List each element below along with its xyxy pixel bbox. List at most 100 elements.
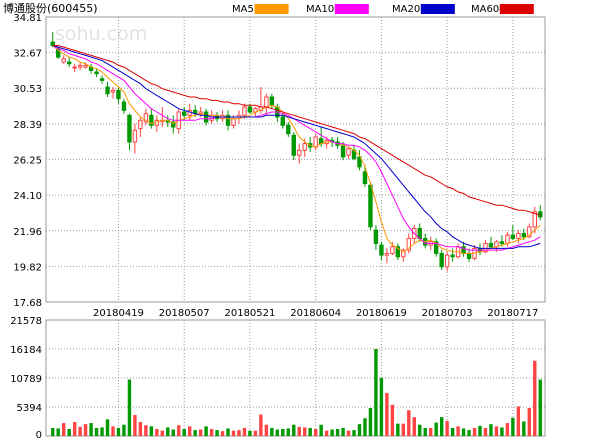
volume-bar <box>248 430 252 436</box>
volume-bar <box>472 427 477 436</box>
volume-bar <box>330 429 334 436</box>
candle-body <box>346 148 351 156</box>
volume-bar <box>527 408 532 436</box>
candle-body <box>127 114 132 143</box>
volume-bar <box>111 426 115 436</box>
candle-body <box>384 252 390 256</box>
date-tick-label: 20180619 <box>356 308 407 319</box>
candle-body <box>521 232 527 238</box>
volume-bar <box>204 426 208 436</box>
price-tick-label: 19.82 <box>13 262 42 273</box>
volume-bar <box>335 429 340 436</box>
volume-bar <box>61 423 66 436</box>
candle-body <box>231 118 236 126</box>
candle-body <box>182 111 187 116</box>
volume-bar <box>166 427 170 436</box>
volume-bar <box>270 427 274 436</box>
legend-swatch-ma10 <box>334 4 369 14</box>
candle-body <box>390 246 395 254</box>
ma-line-ma60 <box>52 45 541 216</box>
candle-body <box>373 229 379 244</box>
ma-line-ma20 <box>52 45 541 249</box>
candle-body <box>50 41 55 46</box>
candle-body <box>527 226 532 238</box>
volume-bar <box>193 430 197 436</box>
volume-bar <box>56 428 60 436</box>
volume-bar <box>319 424 323 436</box>
volume-bar <box>352 430 356 436</box>
volume-bar <box>522 421 526 436</box>
candle-body <box>105 86 110 95</box>
volume-bar <box>171 429 175 436</box>
volume-bar <box>122 424 126 436</box>
volume-bar <box>396 423 400 436</box>
candle-body <box>401 249 406 258</box>
candle-body <box>116 89 121 100</box>
candle-body <box>340 144 346 158</box>
candle-body <box>379 244 384 256</box>
candle-body <box>83 64 88 68</box>
volume-bar <box>533 360 537 436</box>
volume-bar <box>357 424 362 436</box>
price-tick-label: 24.10 <box>13 191 42 202</box>
candle-body <box>247 106 253 113</box>
volume-bar <box>313 429 318 436</box>
volume-tick-label: 5394 <box>17 403 42 414</box>
volume-bar <box>538 379 542 436</box>
volume-bar <box>253 430 258 436</box>
volume-bar <box>127 379 132 436</box>
date-tick-label: 20180419 <box>93 308 144 319</box>
price-tick-label: 26.25 <box>13 155 42 166</box>
candle-body <box>264 96 269 108</box>
volume-bar <box>292 424 296 436</box>
volume-tick-label: 10789 <box>10 374 42 385</box>
candle-body <box>132 129 138 143</box>
volume-bar <box>390 404 395 436</box>
date-tick-label: 20180521 <box>224 308 275 319</box>
volume-bar <box>182 429 186 436</box>
volume-bar <box>242 427 247 436</box>
price-tick-label: 34.81 <box>13 13 42 24</box>
volume-bar <box>363 418 367 436</box>
volume-bar <box>516 406 521 436</box>
volume-bar <box>177 425 181 436</box>
candle-body <box>72 66 77 69</box>
volume-bar <box>505 423 510 436</box>
candle-body <box>510 234 516 239</box>
volume-bar <box>116 427 121 436</box>
volume-bar <box>385 392 389 436</box>
volume-bar <box>209 429 214 436</box>
price-tick-label: 21.96 <box>13 227 42 238</box>
volume-bar <box>439 417 444 436</box>
candle-body <box>505 234 510 244</box>
volume-bar <box>483 427 488 436</box>
price-tick-label: 28.39 <box>13 120 42 131</box>
candle-body <box>433 241 439 254</box>
legend-swatch-ma20 <box>420 4 455 14</box>
date-tick-label: 20180604 <box>290 308 341 319</box>
candle-body <box>286 124 291 135</box>
volume-bar <box>144 425 148 436</box>
volume-bar <box>215 430 219 436</box>
legend-label-ma60: MA60 <box>471 4 499 15</box>
volume-bar <box>500 427 504 436</box>
volume-tick-label: 0 <box>36 430 42 440</box>
ma-line-ma5 <box>52 45 541 254</box>
volume-bar <box>461 428 466 436</box>
chart-title: 博通股份(600455) <box>3 2 98 15</box>
volume-bar <box>341 427 345 436</box>
volume-bar <box>281 429 285 436</box>
volume-bar <box>198 429 203 436</box>
volume-bar <box>187 426 192 436</box>
volume-bar <box>467 430 471 436</box>
volume-bar <box>418 424 422 436</box>
candle-body <box>138 119 143 130</box>
date-tick-label: 20180717 <box>487 308 538 319</box>
price-tick-label: 32.67 <box>13 49 42 60</box>
candle-body <box>444 254 450 268</box>
volume-bar <box>478 425 482 436</box>
volume-bar <box>133 415 137 436</box>
volume-bar <box>51 427 55 436</box>
legend: MA5 MA10 MA20 MA60 <box>232 4 534 15</box>
candle-body <box>149 114 154 126</box>
